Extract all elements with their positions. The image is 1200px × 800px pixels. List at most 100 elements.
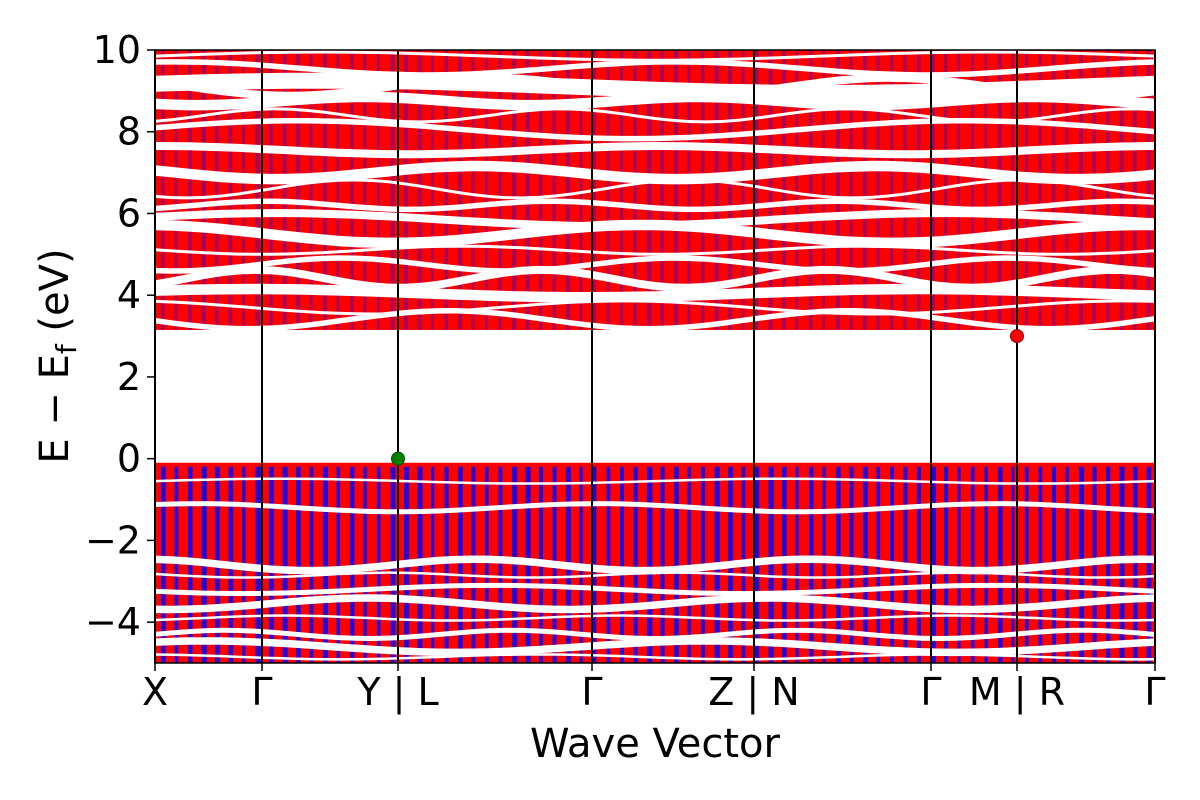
spin-down-valence-stripe bbox=[296, 466, 301, 663]
spin-down-conduction-stripe bbox=[174, 50, 178, 330]
spin-down-conduction-stripe bbox=[579, 50, 583, 330]
spin-down-conduction-stripe bbox=[647, 50, 652, 330]
spin-down-conduction-stripe bbox=[566, 50, 571, 330]
spin-down-conduction-stripe bbox=[512, 50, 517, 330]
spin-down-valence-stripe bbox=[161, 466, 166, 663]
spin-down-conduction-stripe bbox=[1119, 50, 1124, 330]
inter-band-gap bbox=[155, 283, 1155, 303]
spin-down-valence-stripe bbox=[620, 466, 624, 663]
spin-down-valence-stripe bbox=[674, 466, 679, 663]
spin-down-valence-stripe bbox=[309, 466, 314, 663]
spin-down-valence-stripe bbox=[336, 466, 340, 663]
spin-down-conduction-stripe bbox=[377, 50, 380, 330]
svg-text:E − Ef (eV): E − Ef (eV) bbox=[32, 248, 83, 463]
y-tick-label: 4 bbox=[117, 273, 141, 317]
inter-band-gap bbox=[155, 653, 1155, 661]
spin-down-conduction-stripe bbox=[1065, 50, 1069, 330]
x-tick-label: Y | L bbox=[356, 670, 438, 715]
spin-down-conduction-stripe bbox=[485, 50, 488, 330]
spin-down-conduction-stripe bbox=[525, 50, 530, 330]
y-tick-label: 8 bbox=[117, 110, 141, 154]
spin-down-conduction-stripe bbox=[458, 50, 462, 330]
spin-down-conduction-stripe bbox=[201, 50, 206, 330]
spin-down-conduction-stripe bbox=[971, 50, 974, 330]
spin-down-valence-stripe bbox=[971, 466, 975, 663]
spin-down-conduction-stripe bbox=[539, 50, 543, 330]
inter-band-gap bbox=[155, 72, 1155, 101]
spin-down-valence-stripe bbox=[1011, 466, 1015, 663]
x-tick-label: Γ bbox=[581, 670, 602, 714]
spin-down-valence-stripe bbox=[795, 466, 799, 663]
inter-band-gap bbox=[155, 265, 1155, 292]
spin-down-valence-stripe bbox=[1106, 466, 1111, 663]
spin-down-valence-stripe bbox=[1146, 466, 1152, 663]
spin-down-conduction-stripe bbox=[323, 50, 327, 330]
spin-down-conduction-stripe bbox=[795, 50, 799, 330]
inter-band-gap bbox=[155, 555, 1155, 575]
cbm-marker bbox=[1010, 329, 1024, 344]
x-tick-label: Γ bbox=[1144, 670, 1165, 714]
inter-band-gap bbox=[155, 501, 1155, 515]
spin-down-conduction-stripe bbox=[1146, 50, 1151, 330]
spin-down-conduction-stripe bbox=[404, 50, 409, 330]
spin-down-conduction-stripe bbox=[903, 50, 907, 330]
spin-down-valence-stripe bbox=[836, 466, 841, 663]
spin-down-conduction-stripe bbox=[1052, 50, 1056, 330]
spin-down-valence-stripe bbox=[444, 466, 449, 663]
y-axis-label-unit: (eV) bbox=[32, 248, 78, 331]
x-tick-label: Γ bbox=[251, 670, 272, 714]
x-axis-label: Wave Vector bbox=[530, 721, 781, 767]
y-tick-label: 6 bbox=[117, 191, 141, 235]
x-tick-label: M | R bbox=[969, 670, 1065, 715]
x-axis-ticks: X Γ Y | L Γ Z | N Γ M | R Γ bbox=[142, 663, 1166, 715]
inter-band-gap bbox=[155, 308, 1155, 332]
y-tick-label: −4 bbox=[85, 600, 141, 644]
x-tick-label: Z | N bbox=[708, 670, 799, 715]
spin-down-valence-stripe bbox=[458, 466, 463, 663]
spin-down-conduction-stripe bbox=[984, 50, 988, 330]
inter-band-gap bbox=[155, 142, 1155, 159]
plot-area bbox=[155, 50, 1155, 663]
y-tick-label: 2 bbox=[117, 355, 141, 399]
spin-down-conduction-stripe bbox=[998, 50, 1002, 330]
spin-down-valence-stripe bbox=[984, 466, 988, 663]
inter-band-gap bbox=[155, 627, 1155, 641]
spin-down-conduction-stripe bbox=[363, 50, 367, 330]
inter-band-gap bbox=[155, 73, 1155, 100]
spin-down-valence-stripe bbox=[930, 466, 936, 663]
spin-down-conduction-stripe bbox=[728, 50, 733, 330]
inter-band-gap bbox=[155, 198, 1155, 213]
spin-down-conduction-stripe bbox=[417, 50, 422, 330]
inter-band-gap bbox=[155, 219, 1155, 249]
y-axis-label: E − Ef (eV) bbox=[32, 248, 83, 463]
spin-down-conduction-stripe bbox=[876, 50, 880, 330]
spin-down-conduction-stripe bbox=[755, 50, 759, 330]
spin-down-conduction-stripe bbox=[552, 50, 556, 330]
spin-down-valence-stripe bbox=[512, 466, 518, 663]
spin-down-valence-stripe bbox=[498, 466, 503, 663]
spin-down-conduction-stripe bbox=[633, 50, 637, 330]
spin-down-conduction-stripe bbox=[390, 50, 395, 330]
spin-down-valence-stripe bbox=[471, 466, 476, 663]
band-gaps-layer bbox=[155, 50, 1155, 661]
inter-band-gap bbox=[155, 107, 1155, 124]
spin-down-valence-stripe bbox=[485, 466, 489, 663]
spin-down-conduction-stripe bbox=[431, 50, 434, 330]
spin-down-valence-stripe bbox=[809, 466, 814, 663]
spin-down-conduction-stripe bbox=[701, 50, 705, 330]
spin-down-valence-stripe bbox=[350, 466, 355, 663]
inter-band-gap bbox=[155, 244, 1155, 256]
spin-down-valence-stripe bbox=[822, 466, 826, 663]
spin-down-valence-stripe bbox=[782, 466, 787, 663]
spin-down-conduction-stripe bbox=[1011, 50, 1014, 330]
y-axis-label-subscript: f bbox=[50, 343, 83, 354]
spin-down-conduction-stripe bbox=[714, 50, 719, 330]
spin-down-conduction-stripe bbox=[890, 50, 894, 330]
spin-down-conduction-stripe bbox=[471, 50, 475, 330]
spin-down-conduction-stripe bbox=[674, 50, 678, 330]
inter-band-gap bbox=[155, 299, 1155, 316]
spin-down-valence-stripe bbox=[998, 466, 1003, 663]
spin-down-conduction-stripe bbox=[687, 50, 691, 330]
spin-down-valence-stripe bbox=[1133, 466, 1138, 663]
y-tick-label: −2 bbox=[85, 518, 141, 562]
